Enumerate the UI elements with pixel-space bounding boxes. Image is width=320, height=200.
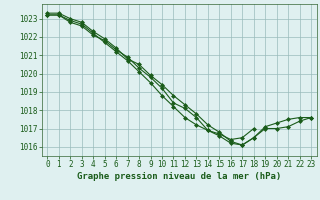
X-axis label: Graphe pression niveau de la mer (hPa): Graphe pression niveau de la mer (hPa) [77,172,281,181]
